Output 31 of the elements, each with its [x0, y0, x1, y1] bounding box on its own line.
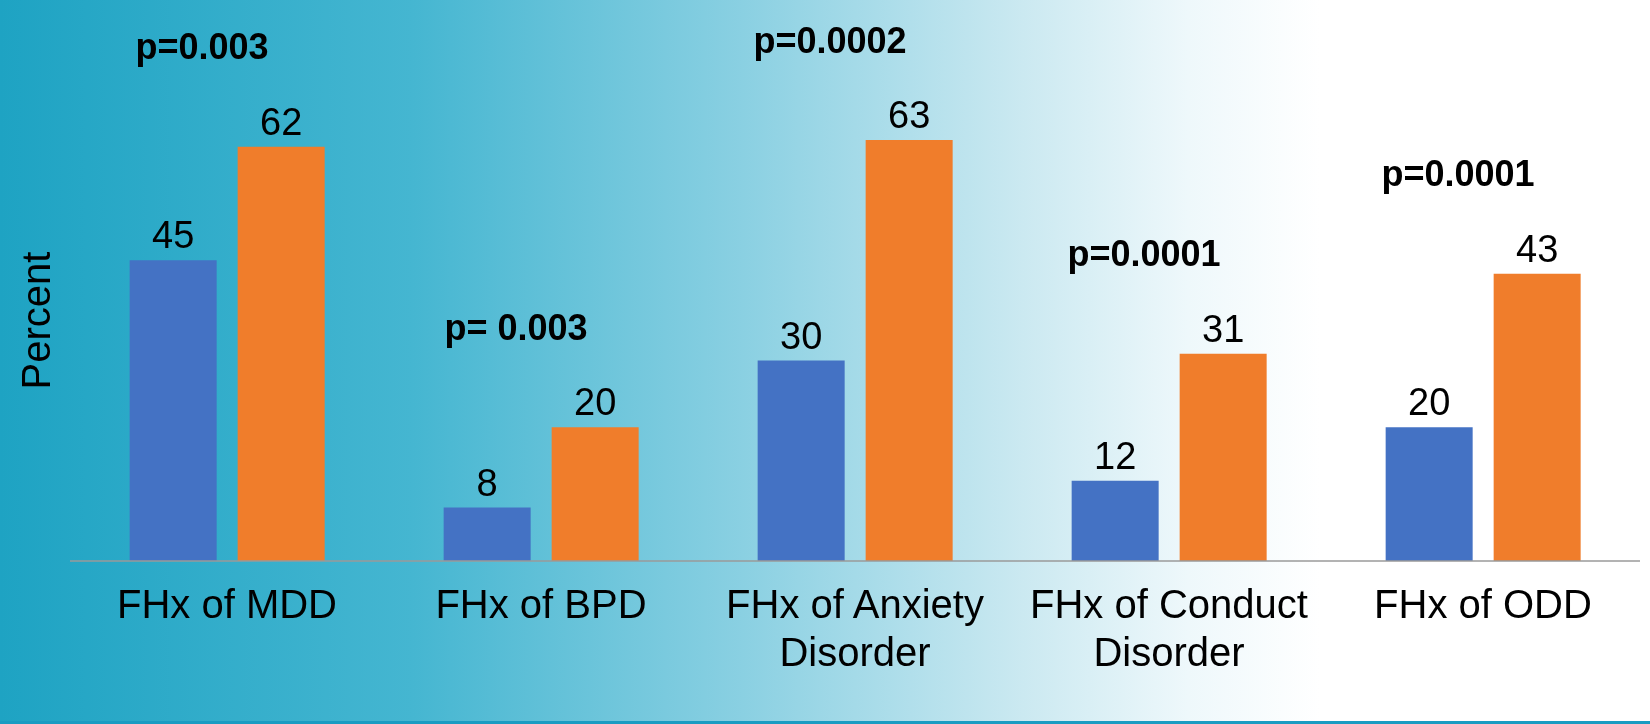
- text: p=0.0002: [753, 19, 907, 61]
- data-label: 31: [1202, 307, 1245, 350]
- bar: [129, 260, 217, 561]
- x-tick-label: FHx of Anxiety Disorder: [726, 581, 984, 674]
- annotation: p= 0.003: [444, 306, 588, 348]
- bar: [1179, 353, 1267, 561]
- data-label: 63: [888, 94, 931, 136]
- y-axis-title: Percent: [14, 251, 58, 390]
- bar: [551, 427, 639, 561]
- x-tick-label: FHx of MDD: [117, 581, 337, 626]
- data-label: 20: [1408, 381, 1451, 424]
- text: p=0.003: [135, 26, 269, 68]
- bar: [1071, 480, 1159, 561]
- bar: [237, 146, 325, 561]
- data-label: 8: [476, 461, 498, 504]
- data-label: 12: [1094, 434, 1137, 477]
- x-tick-label: FHx of ODD: [1374, 581, 1592, 626]
- bar: [1385, 427, 1473, 561]
- bar: [757, 360, 845, 561]
- annotation: p=0.0001: [1067, 233, 1221, 275]
- data-label: 30: [780, 314, 823, 357]
- data-label: 45: [152, 214, 195, 257]
- data-label: 43: [1516, 227, 1559, 270]
- data-label: 62: [260, 100, 303, 143]
- x-tick-label: FHx of Conduct Disorder: [1030, 581, 1308, 674]
- bar: [865, 140, 953, 561]
- annotation: p=0.0001: [1381, 153, 1535, 195]
- data-label: 20: [574, 381, 617, 424]
- bar: [443, 507, 531, 561]
- x-tick-label: FHx of BPD: [435, 581, 647, 626]
- bar: [1493, 273, 1581, 561]
